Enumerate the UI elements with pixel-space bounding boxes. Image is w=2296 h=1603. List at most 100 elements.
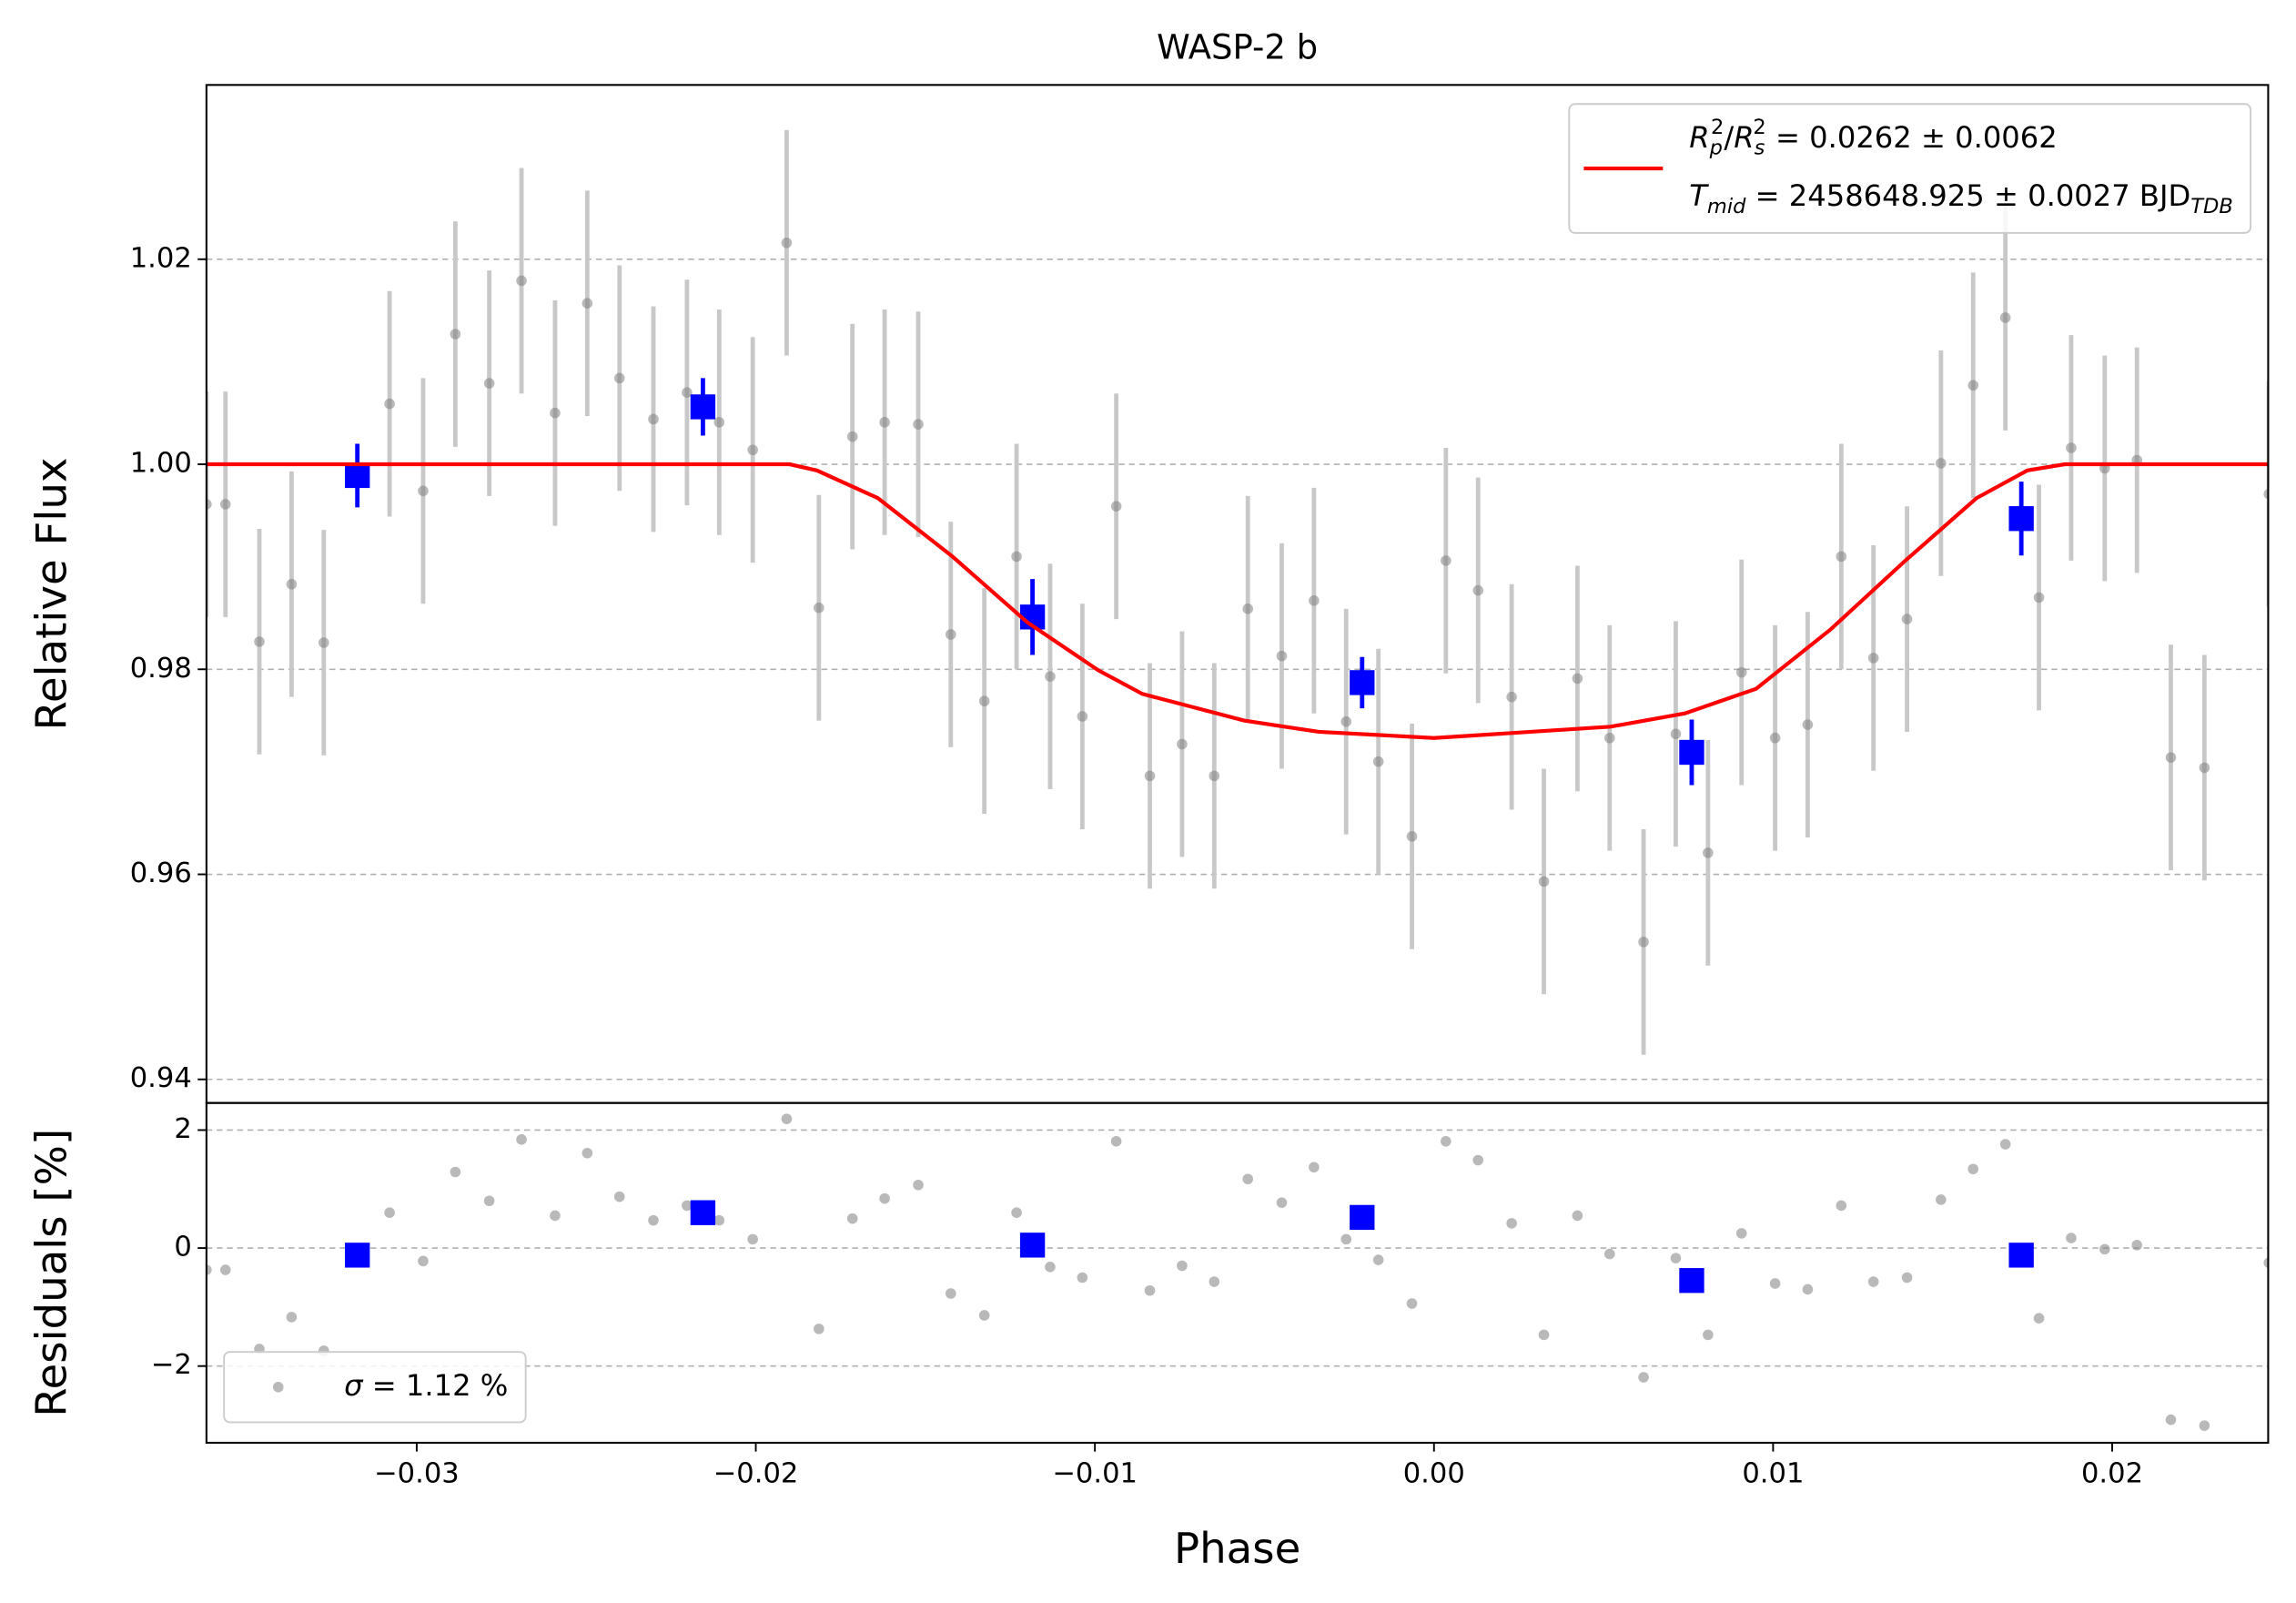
data-point: [1242, 1173, 1253, 1185]
data-point: [1011, 551, 1022, 563]
data-point: [450, 329, 461, 340]
data-point: [1638, 937, 1649, 948]
x-axis-label: Phase: [1174, 1525, 1300, 1574]
data-point: [682, 387, 693, 398]
binned-point: [345, 462, 370, 489]
legend-label: Tmid = 2458648.925 ± 0.0027 BJDTDB: [1689, 178, 2233, 218]
data-point: [1604, 1248, 1615, 1260]
binned-point: [1019, 1233, 1046, 1258]
data-point: [846, 1212, 858, 1224]
data-point: [418, 1255, 429, 1267]
data-point: [1638, 1372, 1649, 1383]
legend-label: Rp2/Rs2 = 0.0262 ± 0.0062: [1689, 115, 2057, 159]
y-tick-label: 0.98: [130, 653, 192, 685]
data-point: [1441, 555, 1451, 566]
data-point: [483, 1195, 495, 1207]
data-point: [1936, 458, 1947, 469]
data-point: [2165, 1414, 2177, 1425]
y-axis-label: Residuals [%]: [27, 1129, 76, 1417]
data-point: [713, 417, 725, 428]
data-point: [2131, 1240, 2143, 1251]
data-point: [1177, 738, 1188, 750]
data-point: [2263, 1257, 2269, 1269]
data-point: [1867, 1276, 1879, 1287]
data-point: [2066, 442, 2077, 453]
data-point: [1604, 732, 1615, 744]
data-point: [2199, 1420, 2210, 1431]
data-point: [2099, 1243, 2110, 1255]
data-point: [1836, 1200, 1847, 1212]
data-point: [516, 275, 527, 287]
legend-text-part: TDB: [2190, 194, 2233, 218]
data-point: [682, 1200, 693, 1212]
data-point: [1077, 711, 1088, 722]
x-tick-label: −0.03: [374, 1457, 460, 1489]
legend-text-part: R: [1689, 120, 1709, 155]
data-point: [879, 417, 890, 428]
legend-text-part: p: [1709, 136, 1723, 159]
legend-text-part: 2: [1753, 115, 1765, 138]
binned-point: [345, 1243, 370, 1268]
data-point: [2066, 1233, 2077, 1243]
data-point: [219, 1264, 231, 1275]
data-point: [286, 1312, 298, 1323]
y-tick-label: 1.00: [130, 448, 192, 480]
binned-point: [1350, 1204, 1375, 1231]
data-point: [648, 413, 659, 425]
data-point: [1572, 673, 1583, 685]
data-point: [1242, 604, 1253, 614]
legend-text-part: s: [1755, 136, 1765, 159]
data-point: [319, 637, 329, 648]
data-point: [1309, 1162, 1320, 1173]
data-point: [1836, 551, 1847, 563]
data-point: [814, 1324, 824, 1334]
data-point: [1177, 1260, 1188, 1272]
data-point: [781, 237, 793, 249]
binned-point: [1679, 1268, 1704, 1294]
data-point: [1144, 1284, 1156, 1296]
data-point: [1506, 1218, 1517, 1229]
data-point: [384, 1207, 395, 1218]
data-point: [1936, 1194, 1947, 1205]
data-point: [613, 1191, 625, 1202]
legend-text-part: T: [1689, 178, 1709, 213]
binned-point: [1350, 670, 1375, 695]
x-tick-label: 0.02: [2081, 1457, 2143, 1489]
data-point: [483, 378, 495, 389]
data-point: [945, 1288, 956, 1299]
data-point: [613, 372, 625, 384]
data-point: [713, 1214, 725, 1226]
data-point: [1472, 584, 1484, 596]
data-point: [1572, 1210, 1583, 1222]
data-point: [1967, 380, 1979, 391]
legend-text-part: mid: [1707, 194, 1746, 218]
plot-area: [206, 1113, 2269, 1431]
legend-text-part: R: [1734, 120, 1754, 155]
data-point: [747, 444, 758, 456]
legend-box: [223, 1351, 527, 1424]
data-point: [846, 431, 858, 442]
data-point: [1703, 847, 1714, 858]
chart-title: WASP-2 b: [1157, 27, 1318, 66]
data-point: [1967, 1163, 1979, 1175]
data-point: [1802, 719, 1814, 730]
data-point: [1670, 728, 1682, 740]
legend-text-part: = 0.0262 ± 0.0062: [1766, 120, 2058, 155]
x-tick-label: −0.01: [1052, 1457, 1138, 1489]
data-point: [1999, 312, 2011, 323]
data-point: [1110, 501, 1122, 512]
data-point: [1769, 1278, 1781, 1289]
data-point: [1045, 671, 1056, 682]
data-point: [384, 398, 395, 410]
binned-point: [2008, 1243, 2034, 1268]
data-point: [1735, 666, 1747, 678]
legend-text-part: 2: [1711, 115, 1724, 138]
data-point: [1276, 650, 1288, 662]
data-point: [2263, 488, 2269, 500]
x-tick-label: −0.02: [713, 1457, 799, 1489]
data-point: [1506, 691, 1517, 703]
data-point: [206, 499, 212, 510]
data-point: [1538, 876, 1550, 888]
